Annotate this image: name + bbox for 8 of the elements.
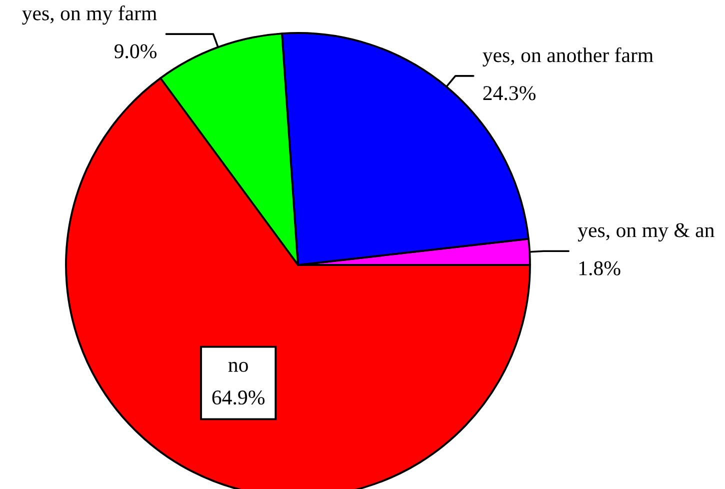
- slice-label: yes, on another farm: [482, 47, 654, 67]
- data-label: 1.8%: [579, 261, 620, 276]
- data-label: 9.0%: [114, 44, 157, 58]
- slice-label: no: [228, 362, 248, 372]
- data-label: 24.3%: [483, 86, 536, 100]
- slice-label: yes, on my & an: [578, 223, 714, 242]
- data-label: 64.9%: [212, 390, 265, 405]
- slice-label: yes, on my farm: [22, 5, 157, 25]
